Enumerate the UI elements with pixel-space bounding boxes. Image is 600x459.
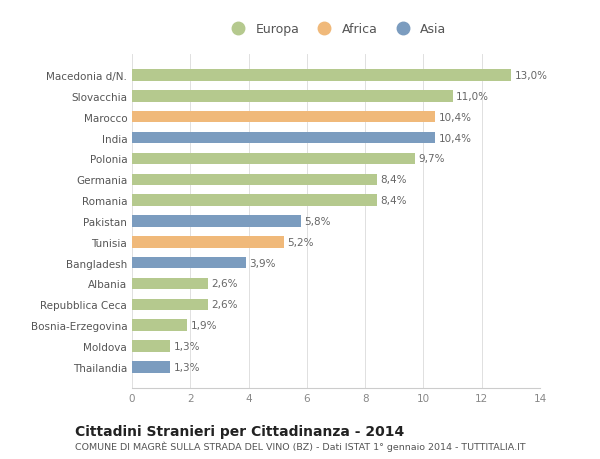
Bar bbox=[132, 236, 284, 248]
Text: 8,4%: 8,4% bbox=[380, 175, 407, 185]
Bar bbox=[132, 195, 377, 207]
Text: 1,3%: 1,3% bbox=[173, 341, 200, 351]
Bar bbox=[132, 133, 435, 144]
Text: 3,9%: 3,9% bbox=[249, 258, 275, 268]
Text: 5,2%: 5,2% bbox=[287, 237, 314, 247]
Bar bbox=[132, 91, 452, 102]
Text: 2,6%: 2,6% bbox=[211, 300, 238, 310]
Text: 11,0%: 11,0% bbox=[456, 92, 489, 102]
Bar bbox=[132, 216, 301, 227]
Text: 5,8%: 5,8% bbox=[305, 217, 331, 226]
Legend: Europa, Africa, Asia: Europa, Africa, Asia bbox=[221, 18, 452, 41]
Text: 8,4%: 8,4% bbox=[380, 196, 407, 206]
Bar bbox=[132, 70, 511, 82]
Bar bbox=[132, 278, 208, 290]
Bar bbox=[132, 112, 435, 123]
Text: 10,4%: 10,4% bbox=[439, 112, 472, 123]
Text: 13,0%: 13,0% bbox=[514, 71, 547, 81]
Text: 10,4%: 10,4% bbox=[439, 133, 472, 143]
Bar bbox=[132, 299, 208, 310]
Text: Cittadini Stranieri per Cittadinanza - 2014: Cittadini Stranieri per Cittadinanza - 2… bbox=[75, 425, 404, 438]
Text: 9,7%: 9,7% bbox=[418, 154, 445, 164]
Text: 1,9%: 1,9% bbox=[191, 320, 217, 330]
Bar bbox=[132, 174, 377, 185]
Bar bbox=[132, 320, 187, 331]
Text: 1,3%: 1,3% bbox=[173, 362, 200, 372]
Text: 2,6%: 2,6% bbox=[211, 279, 238, 289]
Bar bbox=[132, 257, 245, 269]
Text: COMUNE DI MAGRÈ SULLA STRADA DEL VINO (BZ) - Dati ISTAT 1° gennaio 2014 - TUTTIT: COMUNE DI MAGRÈ SULLA STRADA DEL VINO (B… bbox=[75, 441, 526, 451]
Bar bbox=[132, 341, 170, 352]
Bar bbox=[132, 361, 170, 373]
Bar bbox=[132, 153, 415, 165]
